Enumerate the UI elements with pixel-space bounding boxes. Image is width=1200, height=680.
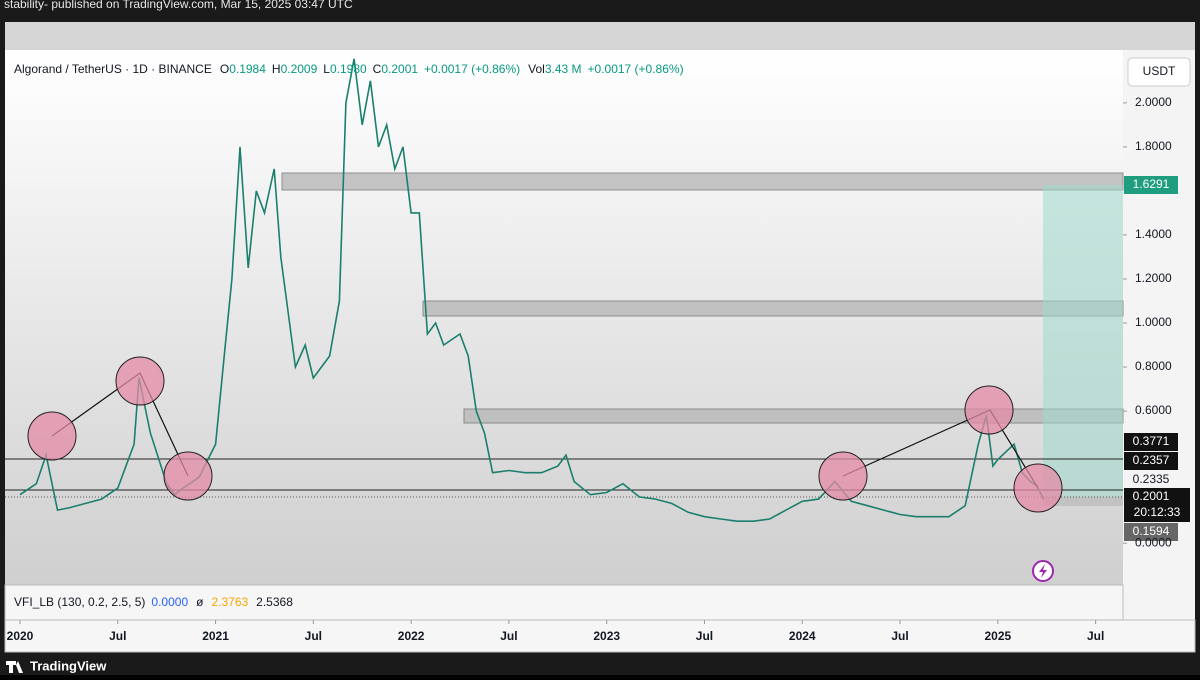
y-tick-label: 1.8000 bbox=[1135, 139, 1172, 153]
close: 0.2001 bbox=[381, 62, 418, 76]
y-tick-label: 1.4000 bbox=[1135, 227, 1172, 241]
resistance-zone bbox=[422, 300, 1124, 317]
o-label: O bbox=[220, 62, 229, 76]
y-tick-label: 1.2000 bbox=[1135, 271, 1172, 285]
indicator-pane bbox=[4, 584, 1124, 621]
volume: 3.43 M bbox=[545, 62, 582, 76]
x-tick-label: 2022 bbox=[398, 629, 425, 643]
indicator-value: 2.3763 bbox=[211, 595, 248, 609]
highlight-circle bbox=[1013, 463, 1063, 513]
x-tick-label: Jul bbox=[891, 629, 908, 643]
level-price: 0.2357 bbox=[1133, 453, 1170, 467]
currency-button[interactable] bbox=[1127, 57, 1191, 87]
y-tick-label: 0.8000 bbox=[1135, 359, 1172, 373]
change: +0.0017 (+0.86%) bbox=[424, 62, 520, 76]
brand: TradingView bbox=[30, 658, 107, 673]
brand-logo bbox=[6, 661, 23, 673]
indicator-name: VFI_LB (130, 0.2, 2.5, 5) bbox=[14, 595, 145, 609]
indicator-symbol: ø bbox=[196, 595, 204, 609]
level-price: 0.2335 bbox=[1133, 472, 1170, 486]
y-tick-label: 0.6000 bbox=[1135, 403, 1172, 417]
l-label: L bbox=[323, 62, 330, 76]
x-tick-label: Jul bbox=[696, 629, 713, 643]
highlight-circle bbox=[964, 385, 1014, 435]
y-tick-label: 1.0000 bbox=[1135, 315, 1172, 329]
y-tick-label: 0.0000 bbox=[1135, 535, 1172, 549]
symbol-name: Algorand / TetherUS · 1D · BINANCE bbox=[14, 62, 212, 76]
target-tag bbox=[1124, 176, 1178, 194]
highlight-circle bbox=[818, 451, 868, 501]
indicator: VFI_LB (130, 0.2, 2.5, 5) 0.0000 ø 2.3763 2.… bbox=[14, 595, 293, 609]
c-label: C bbox=[373, 62, 382, 76]
main-pane bbox=[5, 50, 1123, 585]
h-label: H bbox=[272, 62, 281, 76]
symbol: Algorand / TetherUS · 1D · BINANCE O0.198… bbox=[14, 62, 684, 76]
highlight-circle bbox=[27, 411, 77, 461]
highlight-circle bbox=[163, 451, 213, 501]
highlight-circle bbox=[115, 356, 165, 406]
long-position-target bbox=[1043, 185, 1123, 497]
indicator-value: 2.5368 bbox=[256, 595, 293, 609]
x-tick-label: 2021 bbox=[202, 629, 229, 643]
last-price: 0.2001 bbox=[1133, 489, 1170, 503]
level-tag bbox=[1124, 433, 1178, 451]
time-axis bbox=[4, 619, 1196, 653]
x-tick-label: 2024 bbox=[789, 629, 816, 643]
circles bbox=[27, 356, 1063, 513]
stop-price: 0.1594 bbox=[1133, 524, 1170, 538]
long-position-stop bbox=[1043, 497, 1123, 506]
caption: stability- published on TradingView.com,… bbox=[4, 0, 353, 11]
x-tick-label: Jul bbox=[305, 629, 322, 643]
stop-tag bbox=[1124, 523, 1178, 541]
x-tick-label: 2025 bbox=[984, 629, 1011, 643]
x-tick-label: Jul bbox=[109, 629, 126, 643]
vol-change: +0.0017 (+0.86%) bbox=[588, 62, 684, 76]
x-tick-label: 2023 bbox=[593, 629, 620, 643]
currency-label: USDT bbox=[1143, 64, 1176, 78]
x-tick-label: Jul bbox=[500, 629, 517, 643]
countdown: 20:12:33 bbox=[1134, 505, 1181, 519]
level-tag bbox=[1124, 452, 1178, 470]
y-tick-label: 2.0000 bbox=[1135, 95, 1172, 109]
x-tick-label: Jul bbox=[1087, 629, 1104, 643]
indicator-value: 0.0000 bbox=[151, 595, 188, 609]
resistance-zone bbox=[463, 408, 1124, 424]
low: 0.1980 bbox=[330, 62, 367, 76]
target-price: 1.6291 bbox=[1133, 177, 1170, 191]
x-tick-label: 2020 bbox=[7, 629, 34, 643]
resistance-zone bbox=[281, 172, 1124, 191]
vol-label: Vol bbox=[528, 62, 545, 76]
level-price: 0.3771 bbox=[1133, 434, 1170, 448]
last-tag bbox=[1124, 488, 1190, 522]
open: 0.1984 bbox=[229, 62, 266, 76]
flash-glyph bbox=[1039, 564, 1047, 578]
high: 0.2009 bbox=[281, 62, 318, 76]
